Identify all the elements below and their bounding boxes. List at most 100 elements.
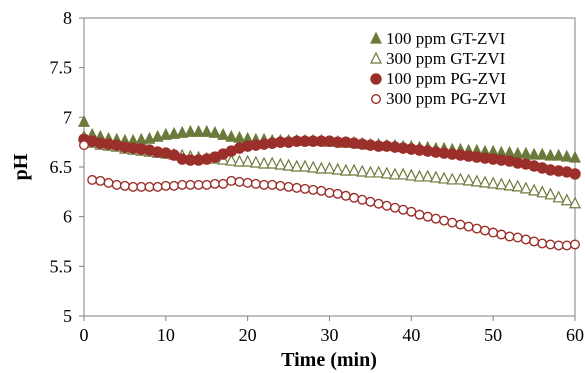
data-point <box>233 130 246 143</box>
data-point <box>413 169 426 182</box>
data-point <box>249 155 262 168</box>
series-4 <box>78 140 581 251</box>
data-point <box>266 156 279 169</box>
data-point <box>250 178 261 189</box>
data-point <box>331 162 344 175</box>
data-point <box>570 239 581 250</box>
data-point <box>462 173 475 186</box>
data-point <box>193 179 204 190</box>
data-point <box>274 157 287 170</box>
y-tick-label: 5.5 <box>50 256 73 276</box>
data-point <box>414 209 425 220</box>
data-point <box>119 180 130 191</box>
data-point <box>241 154 254 167</box>
data-point <box>454 172 467 185</box>
data-point <box>544 187 557 200</box>
data-point <box>233 154 246 167</box>
data-point <box>503 178 516 191</box>
x-tick-label: 60 <box>566 325 584 345</box>
data-point <box>242 177 253 188</box>
data-point <box>192 124 205 137</box>
data-point <box>143 131 156 144</box>
data-point <box>258 156 271 169</box>
data-point <box>152 181 163 192</box>
y-tick-label: 6 <box>63 207 72 227</box>
data-point <box>177 179 188 190</box>
data-point <box>259 179 270 190</box>
data-point <box>536 147 549 160</box>
data-point <box>544 148 557 161</box>
data-point <box>528 147 541 160</box>
data-point <box>324 187 335 198</box>
data-point <box>519 181 532 194</box>
data-point <box>226 175 237 186</box>
data-point <box>463 221 474 232</box>
data-point <box>95 175 106 186</box>
data-point <box>315 161 328 174</box>
x-tick-label: 30 <box>321 325 339 345</box>
y-axis-ticks: 5 5.5 6 6.5 7 7.5 8 <box>50 8 84 326</box>
data-point <box>200 124 213 137</box>
data-point <box>290 159 303 172</box>
data-point <box>496 229 507 240</box>
data-point <box>348 163 361 176</box>
data-point <box>537 238 548 249</box>
data-point <box>380 166 393 179</box>
data-point <box>307 160 320 173</box>
data-point <box>545 239 556 250</box>
data-point <box>429 170 442 183</box>
data-point <box>405 168 418 181</box>
data-point <box>569 196 581 209</box>
data-point <box>185 179 196 190</box>
data-point <box>298 159 311 172</box>
legend-marker <box>370 31 382 44</box>
data-point <box>218 178 229 189</box>
data-point <box>176 125 189 138</box>
data-point <box>87 174 98 185</box>
data-point <box>552 148 565 161</box>
data-point <box>447 217 458 228</box>
data-point <box>553 240 564 251</box>
data-point <box>291 182 302 193</box>
data-point <box>103 177 114 188</box>
data-point <box>495 177 508 190</box>
data-point <box>561 240 572 251</box>
data-point <box>225 153 238 166</box>
data-point <box>560 149 573 162</box>
legend-label: 100 ppm PG-ZVI <box>386 69 506 88</box>
data-point <box>381 200 392 211</box>
data-point <box>208 125 221 138</box>
x-tick-label: 10 <box>157 325 175 345</box>
data-point <box>184 124 197 137</box>
data-point <box>389 202 400 213</box>
data-point <box>78 114 90 127</box>
data-point <box>169 180 180 191</box>
data-point <box>388 167 401 180</box>
data-point <box>128 181 139 192</box>
y-tick-label: 6.5 <box>50 157 73 177</box>
data-point <box>283 181 294 192</box>
data-point <box>136 181 147 192</box>
x-tick-label: 50 <box>484 325 502 345</box>
data-point <box>78 140 89 151</box>
legend-marker <box>371 93 382 104</box>
data-point <box>488 227 499 238</box>
x-tick-label: 0 <box>80 325 89 345</box>
data-point <box>159 127 172 140</box>
y-axis-title: pH <box>10 153 32 180</box>
data-point <box>111 179 122 190</box>
data-point <box>364 165 377 178</box>
data-point <box>209 178 220 189</box>
data-point <box>528 183 541 196</box>
data-point <box>308 184 319 195</box>
data-point <box>323 161 336 174</box>
y-tick-label: 8 <box>63 8 72 28</box>
data-point <box>299 183 310 194</box>
y-tick-label: 7.5 <box>50 58 73 78</box>
data-point <box>421 169 434 182</box>
data-point <box>365 196 376 207</box>
data-point <box>168 126 180 139</box>
legend-label: 100 ppm GT-ZVI <box>386 29 506 48</box>
